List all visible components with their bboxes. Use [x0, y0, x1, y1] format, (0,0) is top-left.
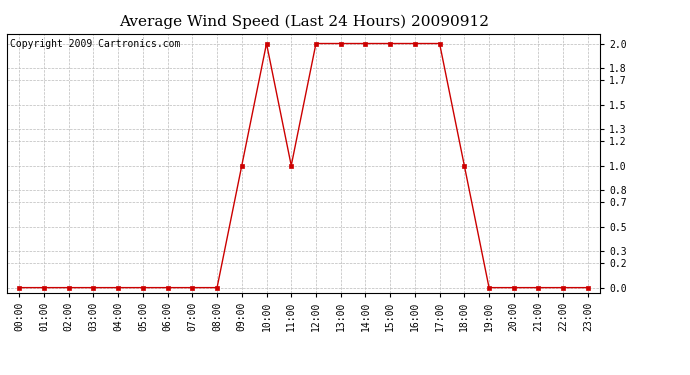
Text: Copyright 2009 Cartronics.com: Copyright 2009 Cartronics.com — [10, 39, 180, 49]
Text: Average Wind Speed (Last 24 Hours) 20090912: Average Wind Speed (Last 24 Hours) 20090… — [119, 15, 489, 29]
